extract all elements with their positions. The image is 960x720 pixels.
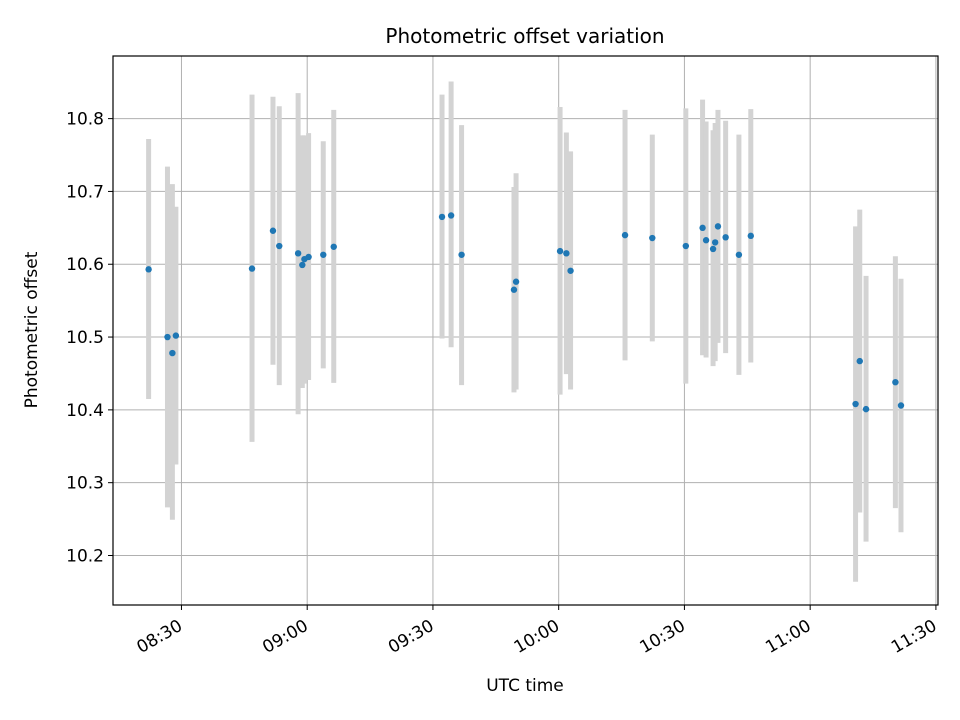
data-point (330, 243, 337, 250)
data-point (563, 250, 570, 257)
data-point (556, 247, 564, 255)
x-axis: 08:30 09:00 09:30 10:00 10:30 11:00 11:30 (134, 605, 940, 658)
data-point (447, 212, 455, 219)
x-tick-label: 11:30 (888, 616, 940, 658)
data-point (862, 405, 870, 413)
x-tick-label: 10:30 (636, 616, 688, 658)
data-point (164, 333, 171, 341)
data-point (852, 400, 859, 408)
data-point (269, 227, 277, 234)
chart-title: Photometric offset variation (385, 24, 664, 48)
data-point (145, 266, 152, 273)
data-points (145, 212, 905, 413)
data-point (299, 261, 306, 269)
data-point (747, 232, 754, 240)
y-tick-label: 10.7 (66, 182, 104, 202)
data-point (169, 349, 176, 357)
data-point (682, 242, 690, 250)
y-tick-label: 10.3 (66, 474, 104, 494)
y-tick-label: 10.4 (66, 401, 104, 421)
error-bars (146, 81, 904, 582)
y-tick-label: 10.6 (66, 255, 104, 275)
data-point (722, 234, 729, 241)
data-point (702, 237, 710, 244)
data-point (621, 231, 629, 239)
data-point (276, 242, 283, 250)
data-point (320, 251, 327, 258)
data-point (510, 286, 518, 293)
data-point (305, 253, 312, 261)
y-tick-label: 10.8 (66, 110, 104, 130)
x-tick-label: 08:30 (134, 616, 186, 658)
data-point (438, 213, 446, 221)
data-point (735, 251, 743, 258)
data-point (512, 278, 520, 285)
y-axis: 10.2 10.3 10.4 10.5 10.6 10.7 10.8 (66, 110, 113, 566)
data-point (294, 250, 302, 257)
grid (113, 56, 938, 605)
x-tick-label: 09:00 (259, 616, 311, 658)
data-point (897, 402, 905, 409)
data-point (458, 251, 465, 258)
data-point (856, 357, 863, 365)
data-point (711, 239, 719, 246)
x-axis-title: UTC time (486, 676, 564, 696)
data-point (709, 245, 717, 253)
data-point (248, 265, 256, 272)
y-tick-label: 10.5 (66, 328, 104, 348)
data-point (699, 224, 706, 232)
x-tick-label: 10:00 (511, 616, 563, 658)
data-point (714, 223, 722, 230)
y-tick-label: 10.2 (66, 546, 104, 566)
plot-frame (112, 55, 939, 606)
data-point (567, 267, 574, 274)
data-point (649, 234, 656, 242)
x-tick-label: 11:00 (762, 616, 814, 658)
y-axis-title: Photometric offset (22, 251, 42, 408)
x-tick-label: 09:30 (385, 616, 437, 658)
data-point (892, 378, 899, 386)
data-point (172, 332, 180, 339)
